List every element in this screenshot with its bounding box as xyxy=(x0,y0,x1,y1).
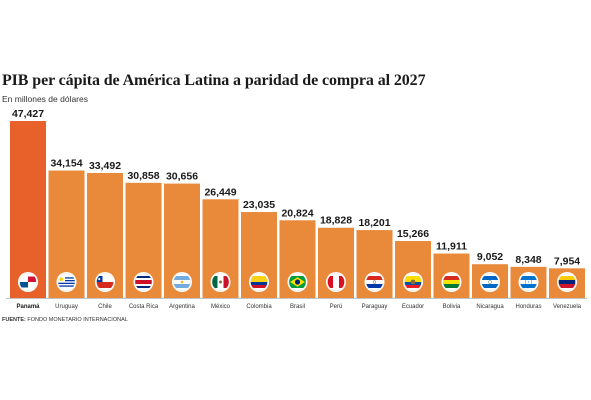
flag-nicaragua-icon xyxy=(480,272,500,292)
flag-argentina-icon xyxy=(172,272,192,292)
category-label-honduras: Honduras xyxy=(515,304,541,310)
source-label: FUENTE: xyxy=(2,317,26,323)
value-label-peru: 18,828 xyxy=(320,215,352,227)
value-label-venezuela: 7,954 xyxy=(554,255,580,267)
flag-peru-icon xyxy=(326,272,346,292)
category-label-uruguay: Uruguay xyxy=(55,304,78,310)
source-text: FONDO MONETARIO INTERNACIONAL xyxy=(27,317,128,323)
bar-chart: 47,427 Panamá 34,154 Uruguay 33,492 Chile 30,8… xyxy=(6,108,587,310)
value-label-nicaragua: 9,052 xyxy=(477,251,503,263)
category-label-chile: Chile xyxy=(98,304,112,310)
value-label-argentina: 30,656 xyxy=(166,171,198,183)
flag-chile-icon xyxy=(95,272,115,292)
category-label-ecuador: Ecuador xyxy=(402,304,424,310)
category-label-paraguay: Paraguay xyxy=(362,304,388,310)
flag-ecuador-icon xyxy=(403,272,423,292)
category-label-panama: Panamá xyxy=(16,304,40,310)
value-label-chile: 33,492 xyxy=(89,160,121,172)
value-label-uruguay: 34,154 xyxy=(50,158,82,170)
flag-uruguay-icon xyxy=(56,272,77,292)
flag-costa-rica-icon xyxy=(133,272,154,292)
value-label-brasil: 20,824 xyxy=(281,207,313,219)
category-label-venezuela: Venezuela xyxy=(553,304,582,310)
value-label-mexico: 26,449 xyxy=(204,186,236,198)
flag-bolivia-icon xyxy=(441,272,462,292)
category-label-nicaragua: Nicaragua xyxy=(476,304,504,310)
category-label-peru: Perú xyxy=(330,304,343,310)
flag-honduras-icon xyxy=(518,272,539,292)
flag-venezuela-icon xyxy=(557,272,577,292)
value-label-ecuador: 15,266 xyxy=(397,228,429,240)
value-label-paraguay: 18,201 xyxy=(358,217,390,229)
flag-brasil-icon xyxy=(287,272,308,292)
category-label-argentina: Argentina xyxy=(169,304,195,310)
chart-subtitle: En millones de dólares xyxy=(2,94,88,104)
category-label-brasil: Brasil xyxy=(290,304,305,310)
chart-title: PIB per cápita de América Latina a parid… xyxy=(2,72,426,89)
bar-panama xyxy=(10,121,46,298)
category-label-bolivia: Bolivia xyxy=(443,304,461,310)
source-note: FUENTE: FONDO MONETARIO INTERNACIONAL xyxy=(2,317,128,323)
value-label-panama: 47,427 xyxy=(12,108,44,120)
value-label-bolivia: 11,911 xyxy=(436,241,467,253)
value-label-colombia: 23,035 xyxy=(243,199,275,211)
category-label-costa-rica: Costa Rica xyxy=(129,304,159,310)
flag-colombia-icon xyxy=(249,272,269,292)
value-label-honduras: 8,348 xyxy=(515,254,541,266)
category-label-mexico: México xyxy=(211,304,231,310)
flag-paraguay-icon xyxy=(364,272,385,292)
flag-panama-icon xyxy=(18,272,38,292)
value-label-costa-rica: 30,858 xyxy=(127,170,159,182)
category-label-colombia: Colombia xyxy=(246,304,272,310)
flag-mexico-icon xyxy=(210,272,231,292)
